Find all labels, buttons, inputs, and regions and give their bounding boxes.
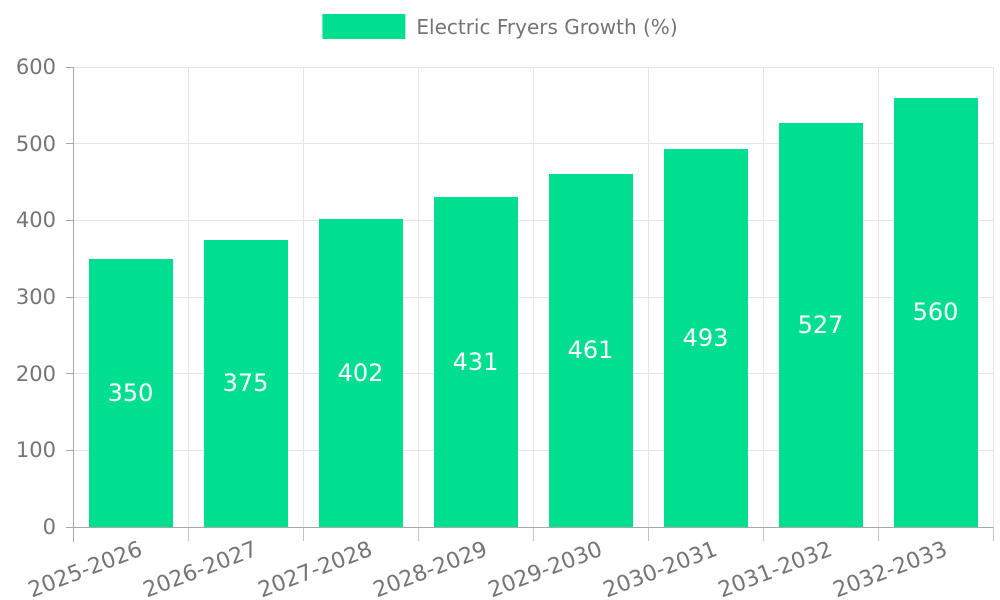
x-axis-tick (647, 527, 649, 541)
x-axis-tick (877, 527, 879, 541)
x-axis-tick (417, 527, 419, 541)
x-axis-tick (187, 527, 189, 541)
bar[interactable]: 350 (88, 258, 173, 527)
x-axis-category-label: 2025-2026 (24, 537, 146, 600)
bar-value-label: 560 (912, 298, 959, 327)
y-axis-tick (66, 373, 73, 375)
legend[interactable]: Electric Fryers Growth (%) (322, 14, 678, 39)
x-axis-category-label: 2030-2031 (599, 537, 721, 600)
x-axis-category-label: 2026-2027 (139, 537, 261, 600)
x-axis-tick (302, 527, 304, 541)
y-axis-tick-label: 100 (15, 438, 56, 463)
y-axis-tick (66, 219, 73, 221)
bar-value-label: 402 (337, 358, 384, 387)
legend-swatch-icon (322, 14, 406, 39)
x-gridline (417, 67, 419, 527)
y-axis-tick-label: 200 (15, 361, 56, 386)
bar-value-label: 527 (797, 310, 844, 339)
legend-label: Electric Fryers Growth (%) (416, 14, 678, 39)
x-gridline (187, 67, 189, 527)
y-axis-tick-label: 400 (15, 208, 56, 233)
x-axis-category-label: 2027-2028 (254, 537, 376, 600)
x-axis-category-label: 2028-2029 (369, 537, 491, 600)
y-axis-tick-label: 500 (15, 131, 56, 156)
y-axis-tick (66, 66, 73, 68)
bar-value-label: 375 (222, 369, 269, 398)
x-axis-tick (992, 527, 994, 541)
x-axis-category-label: 2031-2032 (714, 537, 836, 600)
bar-value-label: 493 (682, 324, 729, 352)
x-gridline (762, 67, 764, 527)
bar[interactable]: 493 (663, 149, 748, 527)
x-axis-tick (762, 527, 764, 541)
x-axis-category-label: 2029-2030 (484, 537, 606, 600)
bar-value-label: 350 (107, 378, 154, 407)
x-gridline (302, 67, 304, 527)
y-axis-tick-label: 0 (42, 515, 56, 539)
x-gridline (532, 67, 534, 527)
y-axis-tick (66, 449, 73, 451)
x-axis-tick (532, 527, 534, 541)
bar-value-label: 431 (452, 347, 499, 376)
bar[interactable]: 527 (778, 122, 863, 527)
x-gridline (877, 67, 879, 527)
y-axis-line (72, 67, 74, 542)
bar[interactable]: 560 (893, 97, 978, 527)
bar[interactable]: 402 (318, 218, 403, 527)
x-axis-line (66, 526, 993, 528)
x-gridline (647, 67, 649, 527)
bar-value-label: 461 (567, 336, 614, 365)
x-gridline (992, 67, 994, 527)
x-axis-category-label: 2032-2033 (829, 537, 951, 600)
bar[interactable]: 461 (548, 173, 633, 527)
y-axis-tick-label: 600 (15, 55, 56, 79)
y-axis-tick (66, 296, 73, 298)
bar[interactable]: 431 (433, 196, 518, 527)
y-axis-tick-label: 300 (15, 285, 56, 309)
y-axis-tick (66, 143, 73, 145)
bar[interactable]: 375 (203, 239, 288, 527)
